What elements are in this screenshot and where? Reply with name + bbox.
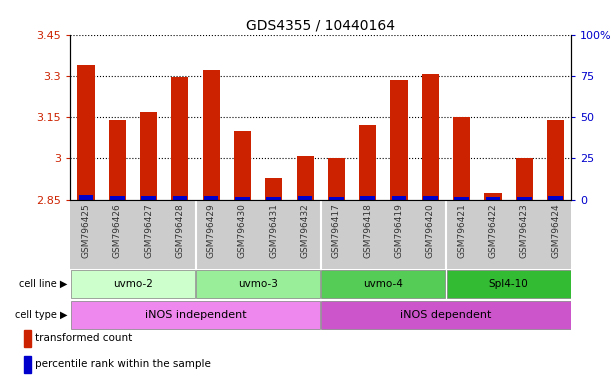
Bar <box>298 196 312 200</box>
Text: GSM796421: GSM796421 <box>457 203 466 258</box>
Bar <box>204 196 219 200</box>
Bar <box>196 270 320 298</box>
Text: GSM796431: GSM796431 <box>269 203 278 258</box>
Text: cell type ▶: cell type ▶ <box>15 310 67 320</box>
Bar <box>516 158 533 200</box>
Bar <box>392 196 406 200</box>
Bar <box>266 197 281 200</box>
Text: GSM796427: GSM796427 <box>144 203 153 258</box>
Bar <box>24 356 31 373</box>
Bar <box>78 65 95 200</box>
Text: GSM796420: GSM796420 <box>426 203 435 258</box>
Text: GSM796432: GSM796432 <box>301 203 310 258</box>
Text: uvmo-2: uvmo-2 <box>113 279 153 289</box>
Text: GSM796422: GSM796422 <box>489 203 497 258</box>
Bar <box>321 301 571 329</box>
Text: Spl4-10: Spl4-10 <box>489 279 529 289</box>
Text: uvmo-4: uvmo-4 <box>364 279 403 289</box>
Title: GDS4355 / 10440164: GDS4355 / 10440164 <box>246 18 395 32</box>
Text: GSM796417: GSM796417 <box>332 203 341 258</box>
Text: GSM796424: GSM796424 <box>551 203 560 258</box>
Bar <box>171 77 188 200</box>
Bar <box>203 70 220 200</box>
Bar <box>172 196 187 200</box>
Bar <box>79 195 93 200</box>
Bar <box>321 270 445 298</box>
Bar <box>109 120 126 200</box>
Bar <box>71 301 320 329</box>
Text: GSM796426: GSM796426 <box>113 203 122 258</box>
Bar <box>547 120 564 200</box>
Bar <box>447 270 571 298</box>
Bar <box>141 196 156 200</box>
Bar <box>71 270 195 298</box>
Bar <box>453 117 470 200</box>
Bar <box>517 197 532 200</box>
Text: iNOS dependent: iNOS dependent <box>400 310 492 320</box>
Bar <box>455 197 469 200</box>
Bar <box>359 125 376 200</box>
Bar <box>110 196 125 200</box>
Text: GSM796429: GSM796429 <box>207 203 216 258</box>
Bar <box>423 196 437 200</box>
Bar <box>235 197 250 200</box>
Bar <box>360 196 375 200</box>
Bar <box>234 131 251 200</box>
Text: percentile rank within the sample: percentile rank within the sample <box>35 359 211 369</box>
Text: GSM796430: GSM796430 <box>238 203 247 258</box>
Text: GSM796428: GSM796428 <box>175 203 185 258</box>
Bar <box>390 80 408 200</box>
Text: GSM796423: GSM796423 <box>520 203 529 258</box>
Bar <box>485 193 502 200</box>
Bar <box>328 158 345 200</box>
Bar <box>140 112 157 200</box>
Bar <box>24 330 31 347</box>
Bar <box>548 196 563 200</box>
Text: transformed count: transformed count <box>35 333 133 343</box>
Bar <box>296 156 313 200</box>
Bar <box>329 197 344 200</box>
Text: uvmo-3: uvmo-3 <box>238 279 278 289</box>
Bar <box>265 178 282 200</box>
Text: cell line ▶: cell line ▶ <box>19 279 67 289</box>
Text: GSM796418: GSM796418 <box>364 203 372 258</box>
Text: GSM796419: GSM796419 <box>395 203 403 258</box>
Text: GSM796425: GSM796425 <box>81 203 90 258</box>
Text: iNOS independent: iNOS independent <box>145 310 246 320</box>
Bar <box>422 74 439 200</box>
Bar <box>486 197 500 200</box>
